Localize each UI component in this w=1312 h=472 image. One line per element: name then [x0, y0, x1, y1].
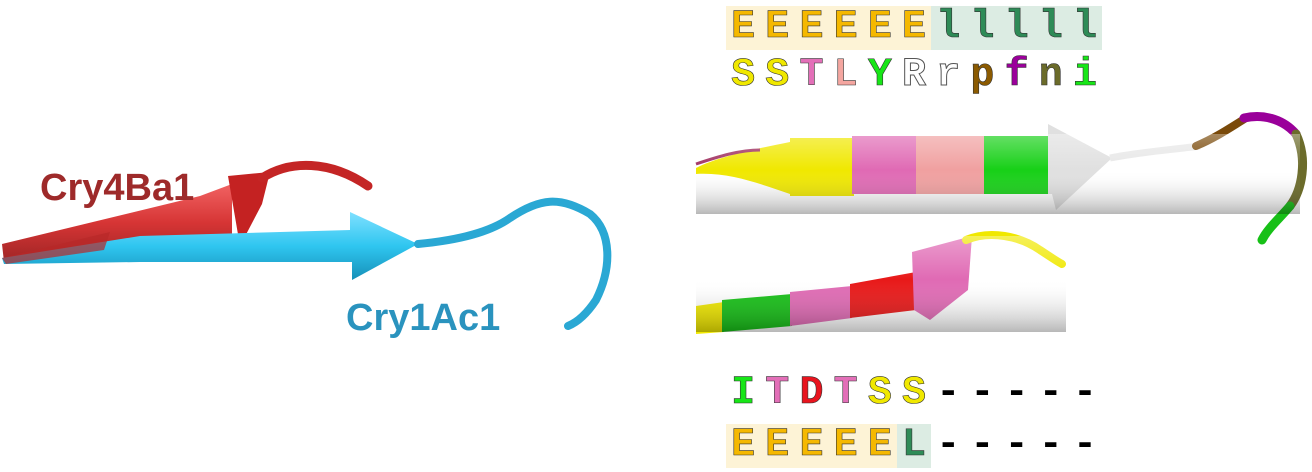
residue: -	[1038, 371, 1063, 416]
residue: -	[970, 423, 995, 468]
residue: n	[1038, 53, 1063, 98]
residue: l	[1004, 5, 1029, 50]
residue: T	[799, 53, 824, 98]
residue: R	[902, 53, 927, 98]
residue: E	[799, 423, 824, 468]
residue: p	[970, 53, 995, 98]
residue: S	[902, 371, 927, 416]
residue: E	[833, 5, 858, 50]
residue-highlight	[931, 6, 1103, 50]
top-colored-strand	[695, 112, 1307, 245]
residue: S	[765, 53, 790, 98]
residue: l	[970, 5, 995, 50]
residue: -	[1072, 371, 1097, 416]
residue: r	[936, 53, 961, 98]
cry4ba1-strand	[2, 160, 373, 262]
residue: i	[1072, 53, 1098, 98]
residue: T	[833, 371, 858, 416]
residue: -	[1038, 423, 1063, 468]
residue: E	[731, 5, 756, 50]
residue: E	[731, 423, 756, 468]
residue-highlight	[897, 424, 932, 468]
residue: -	[1004, 371, 1029, 416]
residue: Y	[867, 53, 893, 98]
residue: f	[1004, 53, 1029, 98]
residue: E	[902, 5, 927, 50]
residue: l	[1038, 5, 1063, 50]
residue: -	[970, 371, 995, 416]
residue: T	[765, 371, 790, 416]
residue: -	[936, 423, 961, 468]
residue: E	[867, 423, 893, 468]
residue: L	[833, 53, 858, 98]
residue: -	[1072, 423, 1097, 468]
cry1ac1-label: Cry1Ac1	[346, 297, 500, 339]
residue: I	[731, 371, 756, 416]
residue: D	[799, 371, 824, 416]
residue: -	[936, 371, 961, 416]
residue: E	[867, 5, 893, 50]
residue: l	[936, 5, 961, 50]
residue: E	[765, 5, 790, 50]
cry4ba1-label: Cry4Ba1	[40, 167, 194, 209]
cry1ac1-strand	[2, 197, 612, 330]
residue: E	[765, 423, 790, 468]
residue: E	[799, 5, 824, 50]
bottom-colored-strand	[696, 231, 1066, 334]
residue: S	[867, 371, 893, 416]
residue: l	[1072, 5, 1098, 50]
residue: L	[902, 423, 927, 468]
residue: -	[1004, 423, 1029, 468]
residue-highlight	[726, 6, 932, 50]
residue: S	[731, 53, 756, 98]
residue: E	[833, 423, 858, 468]
residue-highlight	[726, 424, 897, 468]
